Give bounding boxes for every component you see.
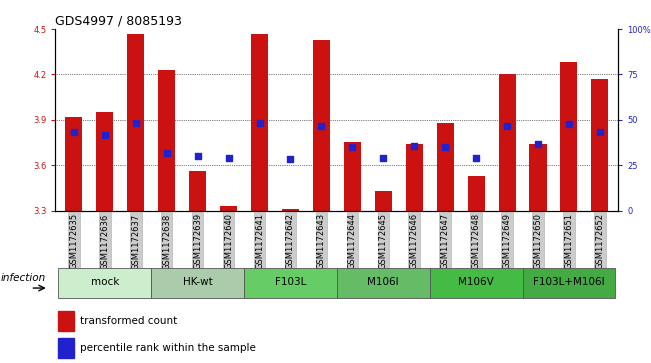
Text: percentile rank within the sample: percentile rank within the sample: [80, 343, 256, 353]
FancyBboxPatch shape: [244, 269, 337, 298]
Text: GSM1172646: GSM1172646: [409, 213, 419, 269]
Text: GDS4997 / 8085193: GDS4997 / 8085193: [55, 15, 182, 28]
Text: GSM1172639: GSM1172639: [193, 213, 202, 269]
Text: M106I: M106I: [368, 277, 399, 287]
FancyBboxPatch shape: [430, 269, 523, 298]
Bar: [406, 144, 422, 211]
Text: GSM1172644: GSM1172644: [348, 213, 357, 269]
Point: [502, 123, 512, 129]
Bar: [529, 144, 546, 211]
Point: [193, 153, 203, 159]
Text: GSM1172638: GSM1172638: [162, 213, 171, 269]
Text: GSM1172635: GSM1172635: [70, 213, 78, 269]
Point: [100, 132, 110, 138]
Point: [533, 141, 543, 147]
Point: [594, 129, 605, 135]
Point: [347, 144, 357, 150]
Bar: [313, 40, 330, 211]
Bar: [58, 311, 74, 331]
Bar: [189, 171, 206, 211]
Point: [255, 120, 265, 126]
Bar: [158, 70, 175, 211]
Point: [223, 155, 234, 160]
Text: GSM1172643: GSM1172643: [317, 213, 326, 269]
Bar: [251, 33, 268, 211]
Text: HK-wt: HK-wt: [183, 277, 212, 287]
Text: GSM1172651: GSM1172651: [564, 213, 574, 269]
Bar: [561, 62, 577, 211]
Text: GSM1172648: GSM1172648: [471, 213, 480, 269]
Text: GSM1172652: GSM1172652: [596, 213, 604, 269]
Point: [131, 120, 141, 126]
Bar: [344, 142, 361, 211]
Text: GSM1172642: GSM1172642: [286, 213, 295, 269]
Point: [69, 129, 79, 135]
FancyBboxPatch shape: [151, 269, 244, 298]
Bar: [282, 209, 299, 211]
Text: GSM1172647: GSM1172647: [441, 213, 450, 269]
Text: GSM1172640: GSM1172640: [224, 213, 233, 269]
FancyBboxPatch shape: [523, 269, 615, 298]
Text: GSM1172650: GSM1172650: [534, 213, 542, 269]
Text: GSM1172641: GSM1172641: [255, 213, 264, 269]
FancyBboxPatch shape: [59, 269, 151, 298]
Point: [161, 150, 172, 156]
Bar: [591, 79, 609, 211]
Text: infection: infection: [1, 273, 46, 283]
Text: mock: mock: [90, 277, 119, 287]
Bar: [437, 123, 454, 211]
Bar: [467, 176, 484, 211]
Text: F103L: F103L: [275, 277, 306, 287]
Text: GSM1172636: GSM1172636: [100, 213, 109, 269]
Text: M106V: M106V: [458, 277, 494, 287]
FancyBboxPatch shape: [337, 269, 430, 298]
Bar: [96, 112, 113, 211]
Bar: [220, 206, 237, 211]
Point: [564, 121, 574, 127]
Bar: [375, 191, 392, 211]
Bar: [499, 74, 516, 211]
Bar: [58, 338, 74, 358]
Point: [378, 155, 389, 160]
Text: transformed count: transformed count: [80, 315, 177, 326]
Bar: [128, 33, 145, 211]
Point: [316, 123, 327, 129]
Point: [440, 144, 450, 150]
Text: F103L+M106I: F103L+M106I: [533, 277, 605, 287]
Point: [285, 156, 296, 162]
Bar: [65, 117, 83, 211]
Text: GSM1172649: GSM1172649: [503, 213, 512, 269]
Text: GSM1172637: GSM1172637: [132, 213, 140, 269]
Point: [409, 143, 419, 148]
Text: GSM1172645: GSM1172645: [379, 213, 388, 269]
Point: [471, 155, 481, 160]
